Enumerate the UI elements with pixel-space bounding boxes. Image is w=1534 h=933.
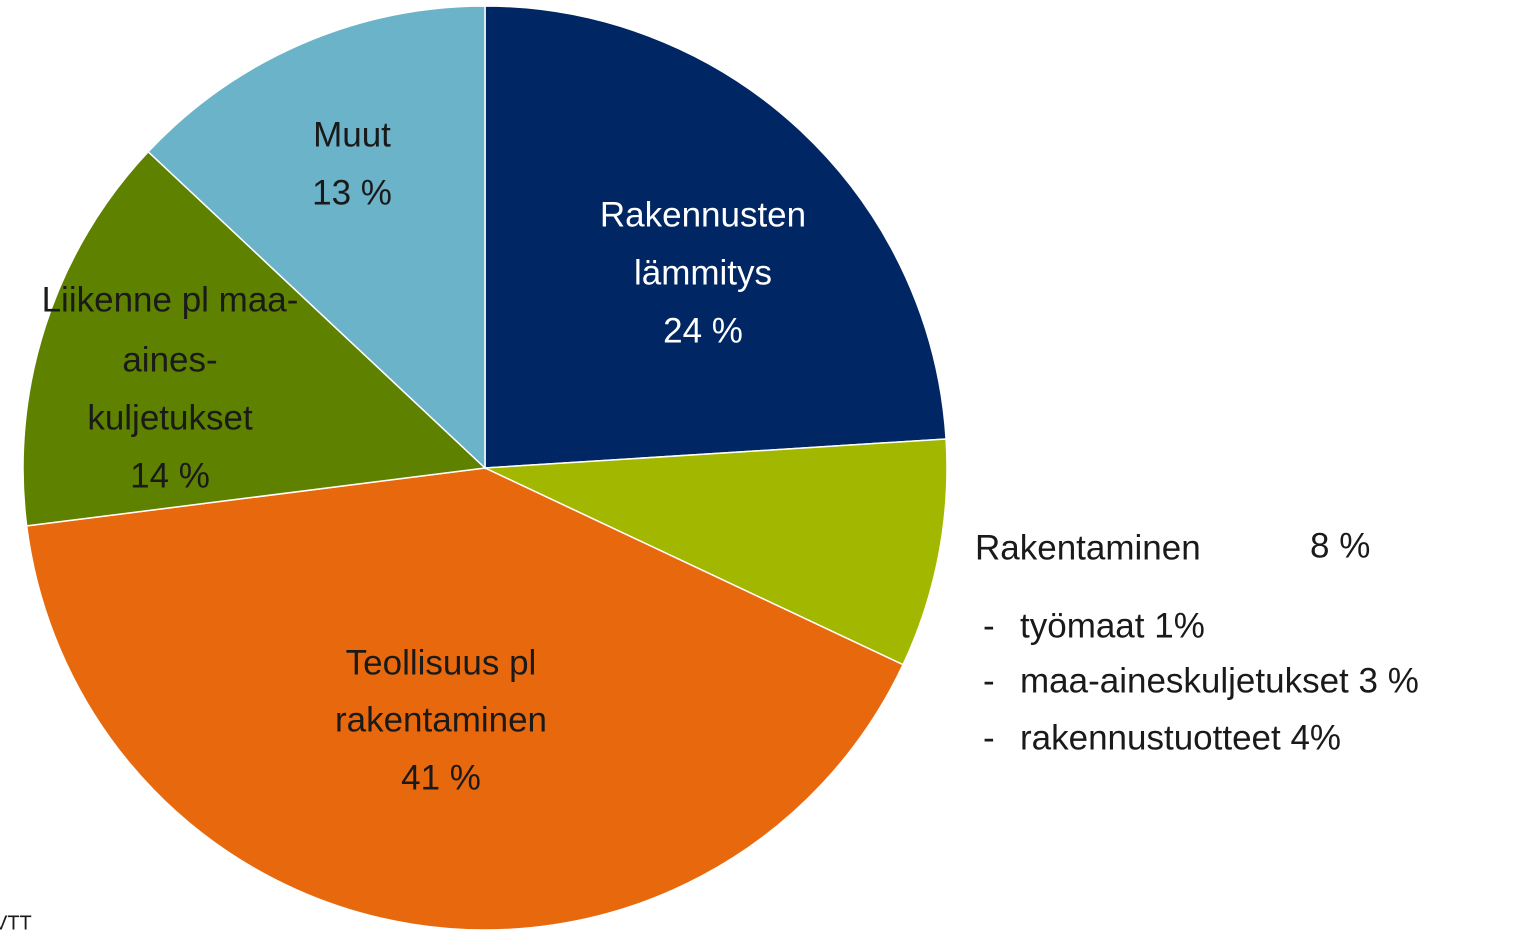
bullet: -: [983, 718, 995, 757]
pie-slice: [484, 5, 947, 469]
slice-label: rakentaminen: [335, 700, 547, 739]
value-label: 24 %: [663, 311, 743, 350]
slice-label: lämmitys: [634, 253, 772, 292]
value-label: 8 %: [1310, 526, 1370, 565]
source: VTT: [0, 912, 32, 933]
slice-label: aines-: [122, 340, 217, 379]
slice-label: kuljetukset: [87, 398, 253, 437]
pie-slice: [147, 5, 486, 470]
pie-slice: [25, 467, 905, 931]
value-label: 13 %: [312, 173, 392, 212]
breakdown-item: maa-aineskuljetukset 3 %: [1020, 661, 1419, 700]
bullet: -: [983, 661, 995, 700]
breakdown-item: työmaat 1%: [1020, 606, 1205, 645]
slice-label: Liikenne pl maa-: [42, 280, 299, 319]
labels: Rakennusten lämmitys 24 % Rakentaminen 8 % Te…: [42, 115, 1371, 797]
slice-label: Rakentaminen: [975, 528, 1201, 567]
pie-slice: [484, 438, 948, 666]
slices: [22, 5, 948, 931]
bullet: -: [983, 606, 995, 645]
pie-slice: [22, 150, 487, 527]
breakdown-item: rakennustuotteet 4%: [1020, 718, 1341, 757]
value-label: 14 %: [130, 456, 210, 495]
slice-label: Rakennusten: [600, 195, 806, 234]
value-label: 41 %: [401, 758, 481, 797]
slice-label: Muut: [313, 115, 391, 154]
slice-label: Teollisuus pl: [346, 643, 537, 682]
